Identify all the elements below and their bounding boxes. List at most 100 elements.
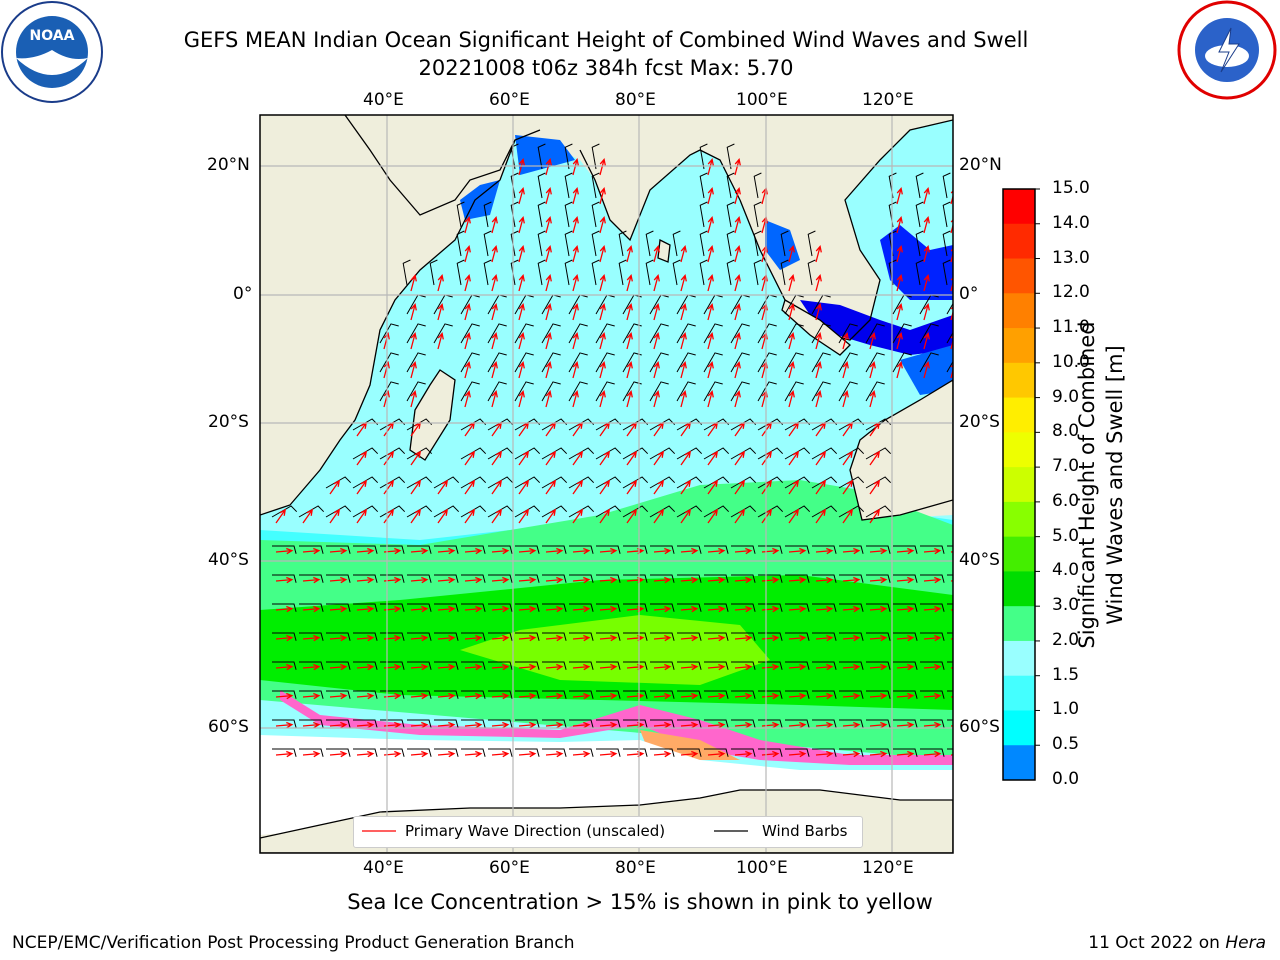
- wave-direction-arrow: [572, 750, 591, 758]
- wind-barb: [510, 143, 519, 170]
- wave-direction-arrow: [464, 547, 483, 555]
- wave-direction-arrow: [437, 721, 456, 729]
- wave-direction-arrow: [464, 245, 471, 263]
- wind-barb: [838, 505, 865, 518]
- wind-barb: [812, 661, 837, 670]
- colorbar-tick-label: 4.0: [1052, 560, 1080, 581]
- wind-barb: [704, 603, 729, 612]
- wave-direction-arrow: [653, 547, 672, 555]
- wave-direction-arrow: [572, 216, 579, 234]
- wind-barb: [514, 476, 541, 489]
- wave-direction-arrow: [302, 750, 321, 758]
- wind-barb: [784, 505, 811, 518]
- wind-barb: [461, 603, 486, 612]
- wind-barb: [726, 230, 735, 257]
- wind-barb: [785, 632, 810, 641]
- wind-barb: [488, 603, 513, 612]
- wave-direction-arrow: [707, 508, 719, 524]
- wave-direction-arrow: [653, 390, 660, 408]
- wave-direction-arrow: [491, 547, 510, 555]
- wave-direction-arrow: [599, 508, 611, 524]
- wind-barb: [649, 352, 669, 373]
- wave-direction-arrow: [653, 605, 672, 613]
- wind-barb: [757, 352, 777, 373]
- wind-barb: [731, 690, 756, 699]
- wind-barb: [649, 447, 676, 460]
- wind-barb: [299, 603, 324, 612]
- wave-direction-arrow: [896, 634, 915, 642]
- wind-barb: [811, 476, 838, 489]
- wave-direction-arrow: [734, 245, 741, 263]
- lat-label-left-40s: 40°S: [208, 550, 249, 570]
- colorbar-tick-label: 15.0: [1052, 178, 1090, 198]
- wave-direction-arrow: [410, 547, 429, 555]
- wave-direction-arrow: [653, 576, 672, 584]
- wind-barb: [758, 545, 783, 554]
- wave-direction-arrow: [572, 450, 584, 466]
- wind-barb: [704, 661, 729, 670]
- wave-direction-arrow: [923, 332, 930, 350]
- wind-barb: [645, 259, 654, 286]
- wave-direction-arrow: [680, 634, 699, 642]
- wind-barb: [726, 172, 735, 199]
- map-frame: [259, 114, 954, 854]
- wind-barb: [353, 748, 378, 757]
- colorbar-segment: [1003, 223, 1035, 260]
- wind-barb: [946, 302, 953, 315]
- wave-direction-arrow: [599, 361, 606, 379]
- wave-direction-arrow: [680, 450, 692, 466]
- wind-barb: [542, 545, 567, 554]
- wave-direction-arrow: [491, 216, 498, 234]
- lat-label-right-60s: 60°S: [959, 717, 1000, 737]
- colorbar-segment: [1003, 467, 1035, 503]
- wave-direction-arrow: [653, 332, 660, 350]
- wind-barb: [460, 352, 480, 373]
- wind-barb: [596, 719, 621, 728]
- wind-barb: [915, 172, 924, 199]
- wave-direction-arrow: [545, 245, 552, 263]
- wave-direction-arrow: [518, 508, 530, 524]
- lon-label-top-80e: 80°E: [615, 90, 656, 110]
- wave-direction-arrow: [734, 692, 753, 700]
- wind-barb: [677, 574, 702, 583]
- wind-barb: [407, 690, 432, 699]
- wave-direction-arrow: [329, 479, 341, 495]
- wave-direction-arrow: [896, 361, 903, 379]
- wind-barb: [515, 545, 540, 554]
- wave-direction-arrow: [707, 450, 719, 466]
- wind-barb: [785, 748, 810, 757]
- wind-barb: [942, 259, 951, 286]
- wind-barb: [703, 352, 723, 373]
- wave-direction-arrow: [545, 576, 564, 584]
- coastline-sumatra: [781, 299, 851, 356]
- wind-barb: [893, 661, 918, 670]
- wind-barb: [406, 352, 426, 373]
- wind-barb: [811, 447, 838, 460]
- wave-direction-arrow: [734, 605, 753, 613]
- wave-direction-arrow: [680, 605, 699, 613]
- wind-barb: [866, 719, 891, 728]
- wave-direction-arrow: [923, 721, 942, 729]
- wind-barb: [461, 632, 486, 641]
- wind-barb: [487, 447, 514, 460]
- colorbar-tick-label: 14.0: [1052, 212, 1090, 233]
- wind-barb: [650, 719, 675, 728]
- wave-direction-arrow: [275, 721, 294, 729]
- wave-direction-arrow: [815, 508, 827, 524]
- wave-direction-arrow: [734, 576, 753, 584]
- wave-direction-arrow: [815, 332, 822, 350]
- wave-direction-arrow: [680, 303, 687, 321]
- wind-barb: [839, 603, 864, 612]
- wind-barb: [515, 719, 540, 728]
- wave-direction-arrow: [491, 303, 498, 321]
- wind-barb: [946, 360, 953, 373]
- wind-barb: [379, 323, 399, 344]
- wind-barb: [730, 352, 750, 373]
- wave-direction-arrow: [842, 361, 849, 379]
- wind-barb: [487, 323, 507, 344]
- wave-direction-arrow: [788, 274, 795, 292]
- wave-direction-arrow: [869, 605, 888, 613]
- wave-direction-arrow: [302, 634, 321, 642]
- wind-barb: [893, 574, 918, 583]
- wind-barb: [758, 690, 783, 699]
